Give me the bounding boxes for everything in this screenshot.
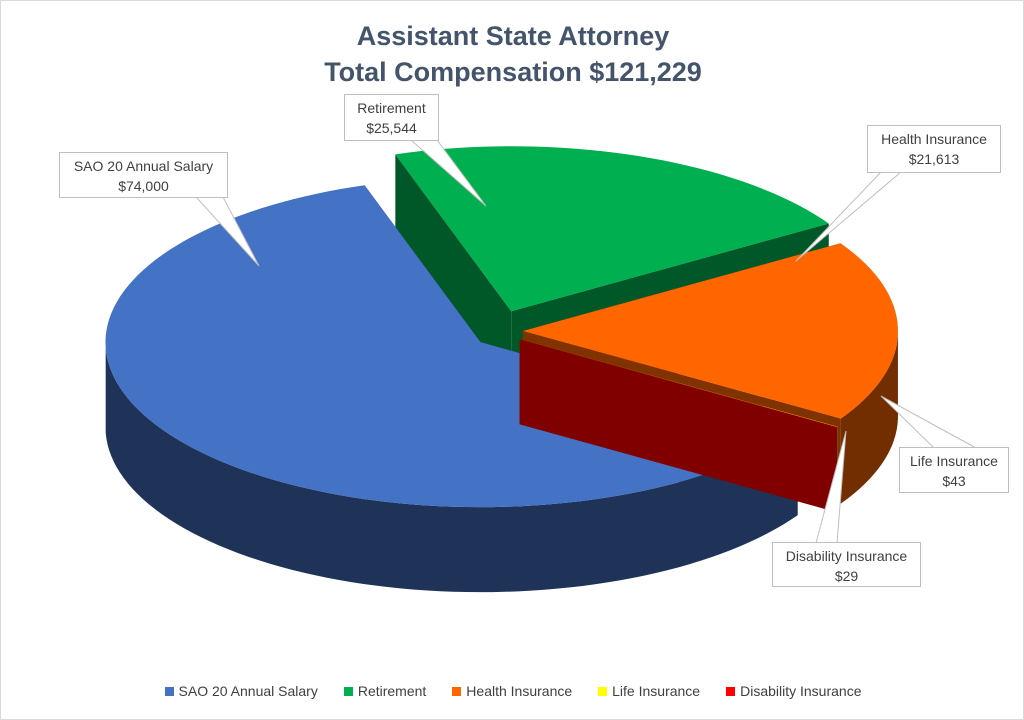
label-name: SAO 20 Annual Salary [73,158,214,174]
label-value: $29 [834,568,859,584]
slice-radial-wall [395,154,512,397]
label-name: Retirement [357,100,426,116]
label-value: $25,544 [366,120,417,136]
legend-item-retirement: Retirement [343,683,427,699]
data-label-life: Life Insurance $43 [899,447,1009,493]
legend-label: Life Insurance [612,683,701,699]
legend-swatch [598,686,608,696]
slice-top-face [523,243,898,419]
legend-label: Health Insurance [466,683,573,699]
legend: SAO 20 Annual Salary Retirement Health I… [1,683,1023,699]
legend-swatch [164,686,174,696]
data-label-health: Health Insurance $21,613 [867,125,1001,173]
legend-swatch [452,686,462,696]
slice-radial-wall [519,339,837,513]
label-value: $21,613 [908,151,960,167]
chart-subtitle: Total Compensation $121,229 [324,57,702,87]
legend-label: Disability Insurance [740,683,862,699]
data-label-salary: SAO 20 Annual Salary $74,000 [59,152,228,198]
label-value: $43 [942,473,966,489]
label-value: $74,000 [118,178,169,194]
chart-title: Assistant State Attorney [356,21,670,51]
slice-outer-wall [105,347,798,593]
pie-slice-disability-insurance [519,339,838,513]
data-label-retirement: Retirement $25,544 [344,94,439,141]
legend-item-life: Life Insurance [598,683,700,699]
legend-item-salary: SAO 20 Annual Salary [164,683,318,699]
legend-item-health: Health Insurance [452,683,572,699]
label-name: Disability Insurance [785,548,908,564]
slice-outer-wall [840,333,898,504]
legend-swatch [343,686,353,696]
data-label-disability: Disability Insurance $29 [772,542,921,587]
legend-item-disability: Disability Insurance [726,683,861,699]
legend-label: SAO 20 Annual Salary [178,683,318,699]
slice-top-face [519,339,838,428]
legend-label: Retirement [357,683,427,699]
legend-swatch [726,686,736,696]
slice-top-face [519,339,838,428]
label-name: Life Insurance [910,453,998,469]
slice-top-face [395,146,829,312]
label-name: Health Insurance [881,131,987,147]
